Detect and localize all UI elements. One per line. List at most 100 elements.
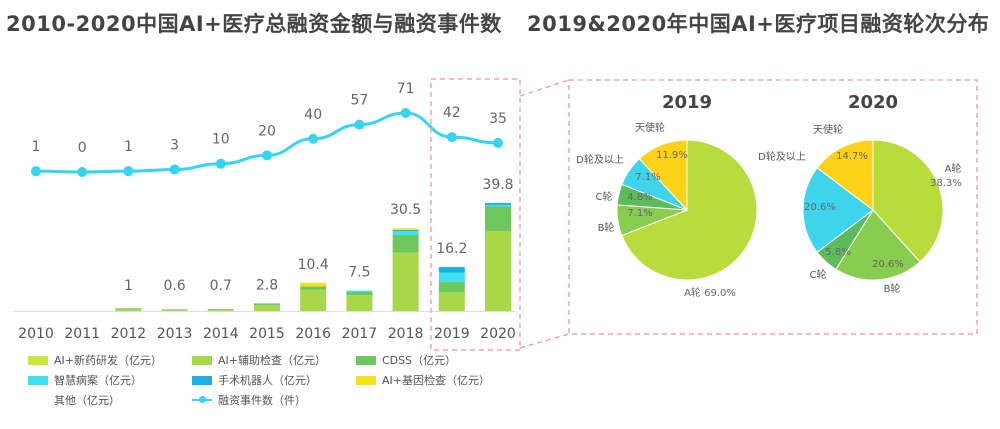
pie-slice: [621, 139, 758, 281]
bar-total-label: 2.8: [256, 277, 278, 293]
bar-segment: [300, 289, 327, 311]
x-tick-label: 2014: [203, 326, 239, 342]
legend-label: 智慧病案（亿元）: [54, 374, 142, 387]
pie-category-label: 天使轮: [635, 121, 665, 134]
legend-item-smart-hospital: 智慧病案（亿元）: [28, 372, 142, 388]
events-point: [354, 119, 365, 130]
x-tick-label: 2020: [480, 326, 516, 342]
legend-item-cdss: CDSS（亿元）: [356, 352, 456, 368]
legend-item-surgery-robot: 手术机器人（亿元）: [192, 372, 317, 388]
events-point: [493, 137, 503, 148]
events-point: [31, 166, 41, 177]
events-label: 71: [397, 81, 415, 97]
pie-value-label: 7.1%: [635, 172, 660, 183]
legend-label: 手术机器人（亿元）: [218, 374, 317, 387]
pie-value-label: A轮 69.0%: [684, 286, 736, 299]
bar-total-label: 39.8: [482, 177, 513, 193]
events-label: 0: [78, 140, 87, 156]
pie-slice: [802, 167, 874, 253]
pie-category-label: B轮: [598, 221, 615, 234]
bar-total-label: 1: [124, 278, 133, 294]
events-point: [169, 164, 180, 175]
bar-segment: [254, 305, 280, 311]
chart-title-right: 2019&2020年中国AI+医疗项目融资轮次分布: [527, 12, 990, 36]
x-tick-label: 2012: [111, 326, 147, 342]
pie-category-label: 天使轮: [813, 123, 843, 136]
legend-item-other: 其他（亿元）: [28, 392, 120, 408]
pie-value-label: 38.3%: [930, 178, 962, 189]
chart-title-left: 2010-2020中国AI+医疗总融资金额与融资事件数: [6, 12, 502, 36]
x-tick-label: 2011: [64, 326, 100, 342]
bar-segment: [392, 235, 419, 253]
events-point: [308, 133, 319, 144]
pie-value-label: 7.1%: [627, 208, 652, 219]
pie-slice: [835, 209, 921, 281]
x-tick-label: 2018: [388, 326, 424, 342]
events-label: 42: [443, 105, 461, 121]
legend-swatch: [356, 355, 376, 365]
events-label: 1: [124, 139, 133, 155]
bar-segment: [438, 272, 465, 282]
bar-segment: [346, 295, 373, 311]
pie-category-label: D轮及以上: [576, 153, 624, 166]
bar-segment: [485, 203, 511, 205]
legend-label: 其他（亿元）: [54, 394, 120, 407]
bar-segment: [392, 228, 419, 230]
events-label: 57: [350, 93, 368, 109]
bar-segment: [438, 281, 465, 293]
bar-total-label: 7.5: [348, 265, 370, 281]
pie-value-label: 20.6%: [872, 259, 904, 270]
legend-item-ai-gene: AI+基因检查（亿元）: [356, 372, 490, 388]
bar-segment: [485, 206, 511, 231]
pie-value-label: 11.9%: [656, 150, 688, 161]
pie-panel-box: [568, 79, 978, 335]
pie-value-label: 4.8%: [627, 192, 652, 203]
x-tick-label: 2015: [249, 326, 285, 342]
pie-category-label: A轮: [945, 162, 962, 175]
legend-item-events-line: 融资事件数（件）: [192, 392, 306, 408]
legend-item-ai-drug: AI+新药研发（亿元）: [28, 352, 162, 368]
pie-category-label: C轮: [596, 190, 613, 203]
bar-segment: [207, 309, 234, 311]
bar-segment: [207, 309, 234, 310]
bar-segment: [392, 230, 419, 236]
pie-title: 2019: [662, 92, 712, 113]
connector-line-top: [519, 79, 570, 97]
bar-segment: [115, 308, 142, 310]
bar-segment: [392, 229, 419, 231]
pie-slice: [638, 139, 688, 212]
legend-swatch: [356, 375, 376, 385]
bar-segment: [438, 267, 465, 273]
legend-item-ai-aux: AI+辅助检查（亿元）: [192, 352, 326, 368]
legend-label: AI+新药研发（亿元）: [54, 354, 162, 367]
events-point: [77, 167, 88, 177]
bar-segment: [300, 286, 327, 290]
events-label: 35: [489, 111, 507, 127]
events-point: [123, 166, 134, 177]
bar-segment: [485, 230, 511, 311]
legend-swatch: [192, 355, 212, 365]
bar-segment: [346, 292, 373, 296]
x-tick-label: 2019: [434, 326, 470, 342]
events-label: 3: [170, 138, 179, 154]
events-point: [215, 158, 226, 169]
events-label: 20: [258, 123, 276, 139]
bar-segment: [392, 252, 419, 311]
x-tick-label: 2013: [157, 326, 193, 342]
bar-segment: [161, 310, 188, 311]
x-tick-label: 2016: [295, 326, 331, 342]
events-label: 10: [212, 132, 230, 148]
bar-total-label: 0.7: [210, 278, 232, 294]
events-point: [262, 150, 272, 161]
legend-swatch: [28, 375, 48, 385]
legend-label: 融资事件数（件）: [218, 394, 306, 407]
pie-value-label: 5.8%: [825, 247, 850, 258]
events-point: [400, 108, 411, 118]
x-tick-label: 2017: [342, 326, 378, 342]
pie-value-label: 14.7%: [836, 151, 868, 162]
connector-line-bottom: [519, 333, 570, 349]
pie-value-label: 20.6%: [804, 202, 836, 213]
pie-category-label: D轮及以上: [758, 150, 806, 163]
events-line: [35, 111, 499, 174]
